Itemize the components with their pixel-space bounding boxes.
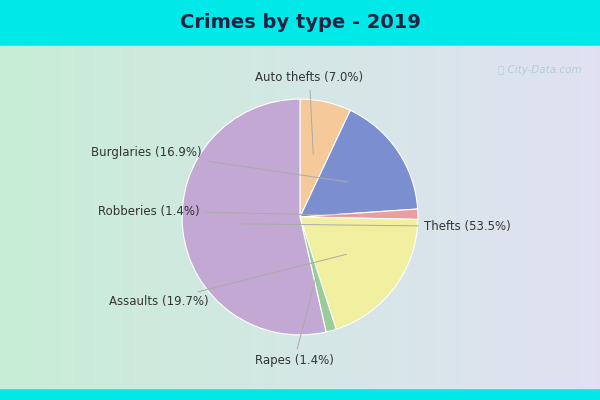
Wedge shape xyxy=(300,217,418,329)
Text: Auto thefts (7.0%): Auto thefts (7.0%) xyxy=(256,71,364,154)
Wedge shape xyxy=(300,209,418,220)
Text: Crimes by type - 2019: Crimes by type - 2019 xyxy=(179,14,421,32)
Text: Assaults (19.7%): Assaults (19.7%) xyxy=(109,254,346,308)
Text: Rapes (1.4%): Rapes (1.4%) xyxy=(254,279,334,367)
Text: Burglaries (16.9%): Burglaries (16.9%) xyxy=(91,146,348,182)
Text: Robberies (1.4%): Robberies (1.4%) xyxy=(98,205,359,218)
Text: ⓘ City-Data.com: ⓘ City-Data.com xyxy=(498,65,582,75)
Wedge shape xyxy=(300,99,350,217)
Text: Thefts (53.5%): Thefts (53.5%) xyxy=(242,220,511,233)
Wedge shape xyxy=(300,217,336,332)
Wedge shape xyxy=(300,110,418,217)
Wedge shape xyxy=(182,99,326,335)
